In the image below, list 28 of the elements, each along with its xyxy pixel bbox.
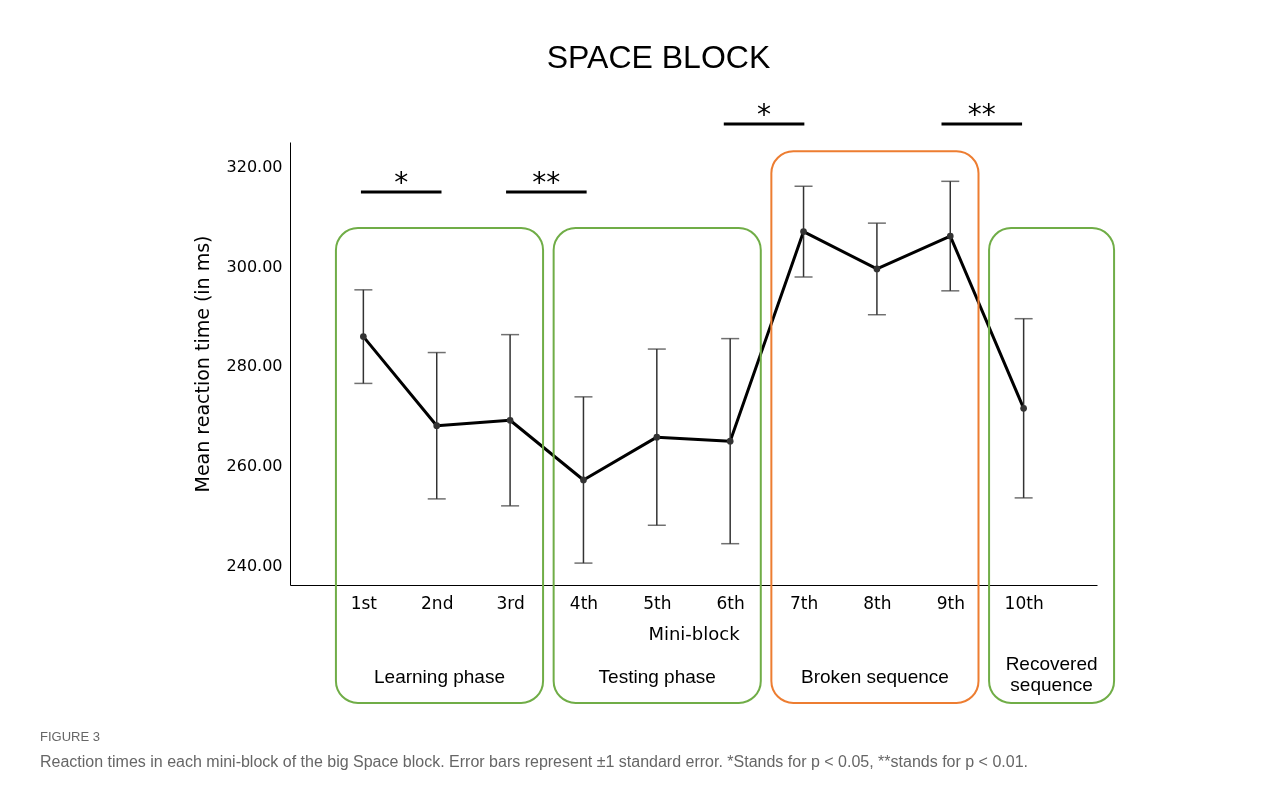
- y-tick-label: 280.00: [226, 356, 283, 376]
- x-tick-label: 8th: [863, 592, 892, 613]
- x-tick-label: 2nd: [421, 592, 454, 613]
- annotation: *: [394, 166, 409, 199]
- chart-title: SPACE BLOCK: [546, 39, 771, 75]
- text: *: [757, 98, 772, 131]
- x-tick-label: 1st: [350, 592, 378, 613]
- x-tick-label: 9th: [936, 592, 965, 613]
- x-tick-label: 6th: [716, 592, 745, 613]
- text: Broken sequence: [800, 666, 949, 687]
- text: Learning phase: [374, 666, 505, 687]
- y-tick-label: 320.00: [226, 157, 283, 177]
- y-tick-label: 300.00: [226, 256, 283, 276]
- text: Recovered sequence: [1005, 653, 1098, 695]
- x-tick-label: 4th: [569, 592, 599, 613]
- y-tick-label: 260.00: [226, 456, 283, 476]
- text: **: [967, 98, 996, 131]
- caption: FIGURE 3: [40, 729, 100, 744]
- x-axis-title: Mini-block: [648, 622, 741, 644]
- x-tick-label: 7th: [789, 592, 819, 613]
- annotation: **: [532, 166, 561, 199]
- x-tick-label: 10th: [1004, 592, 1044, 613]
- y-tick-label: 240.00: [226, 555, 283, 575]
- y-axis-title: Mean reaction time (in ms): [190, 235, 213, 493]
- text: Reaction times in each mini-block of the big Space block. Error bars represent ±1 standard error. *Stands for p < 0.05, **stands for p < 0.01.: [40, 753, 1028, 770]
- x-tick-label: 5th: [643, 592, 672, 613]
- text: Testing phase: [598, 666, 716, 687]
- x-tick-label: 3rd: [496, 592, 525, 613]
